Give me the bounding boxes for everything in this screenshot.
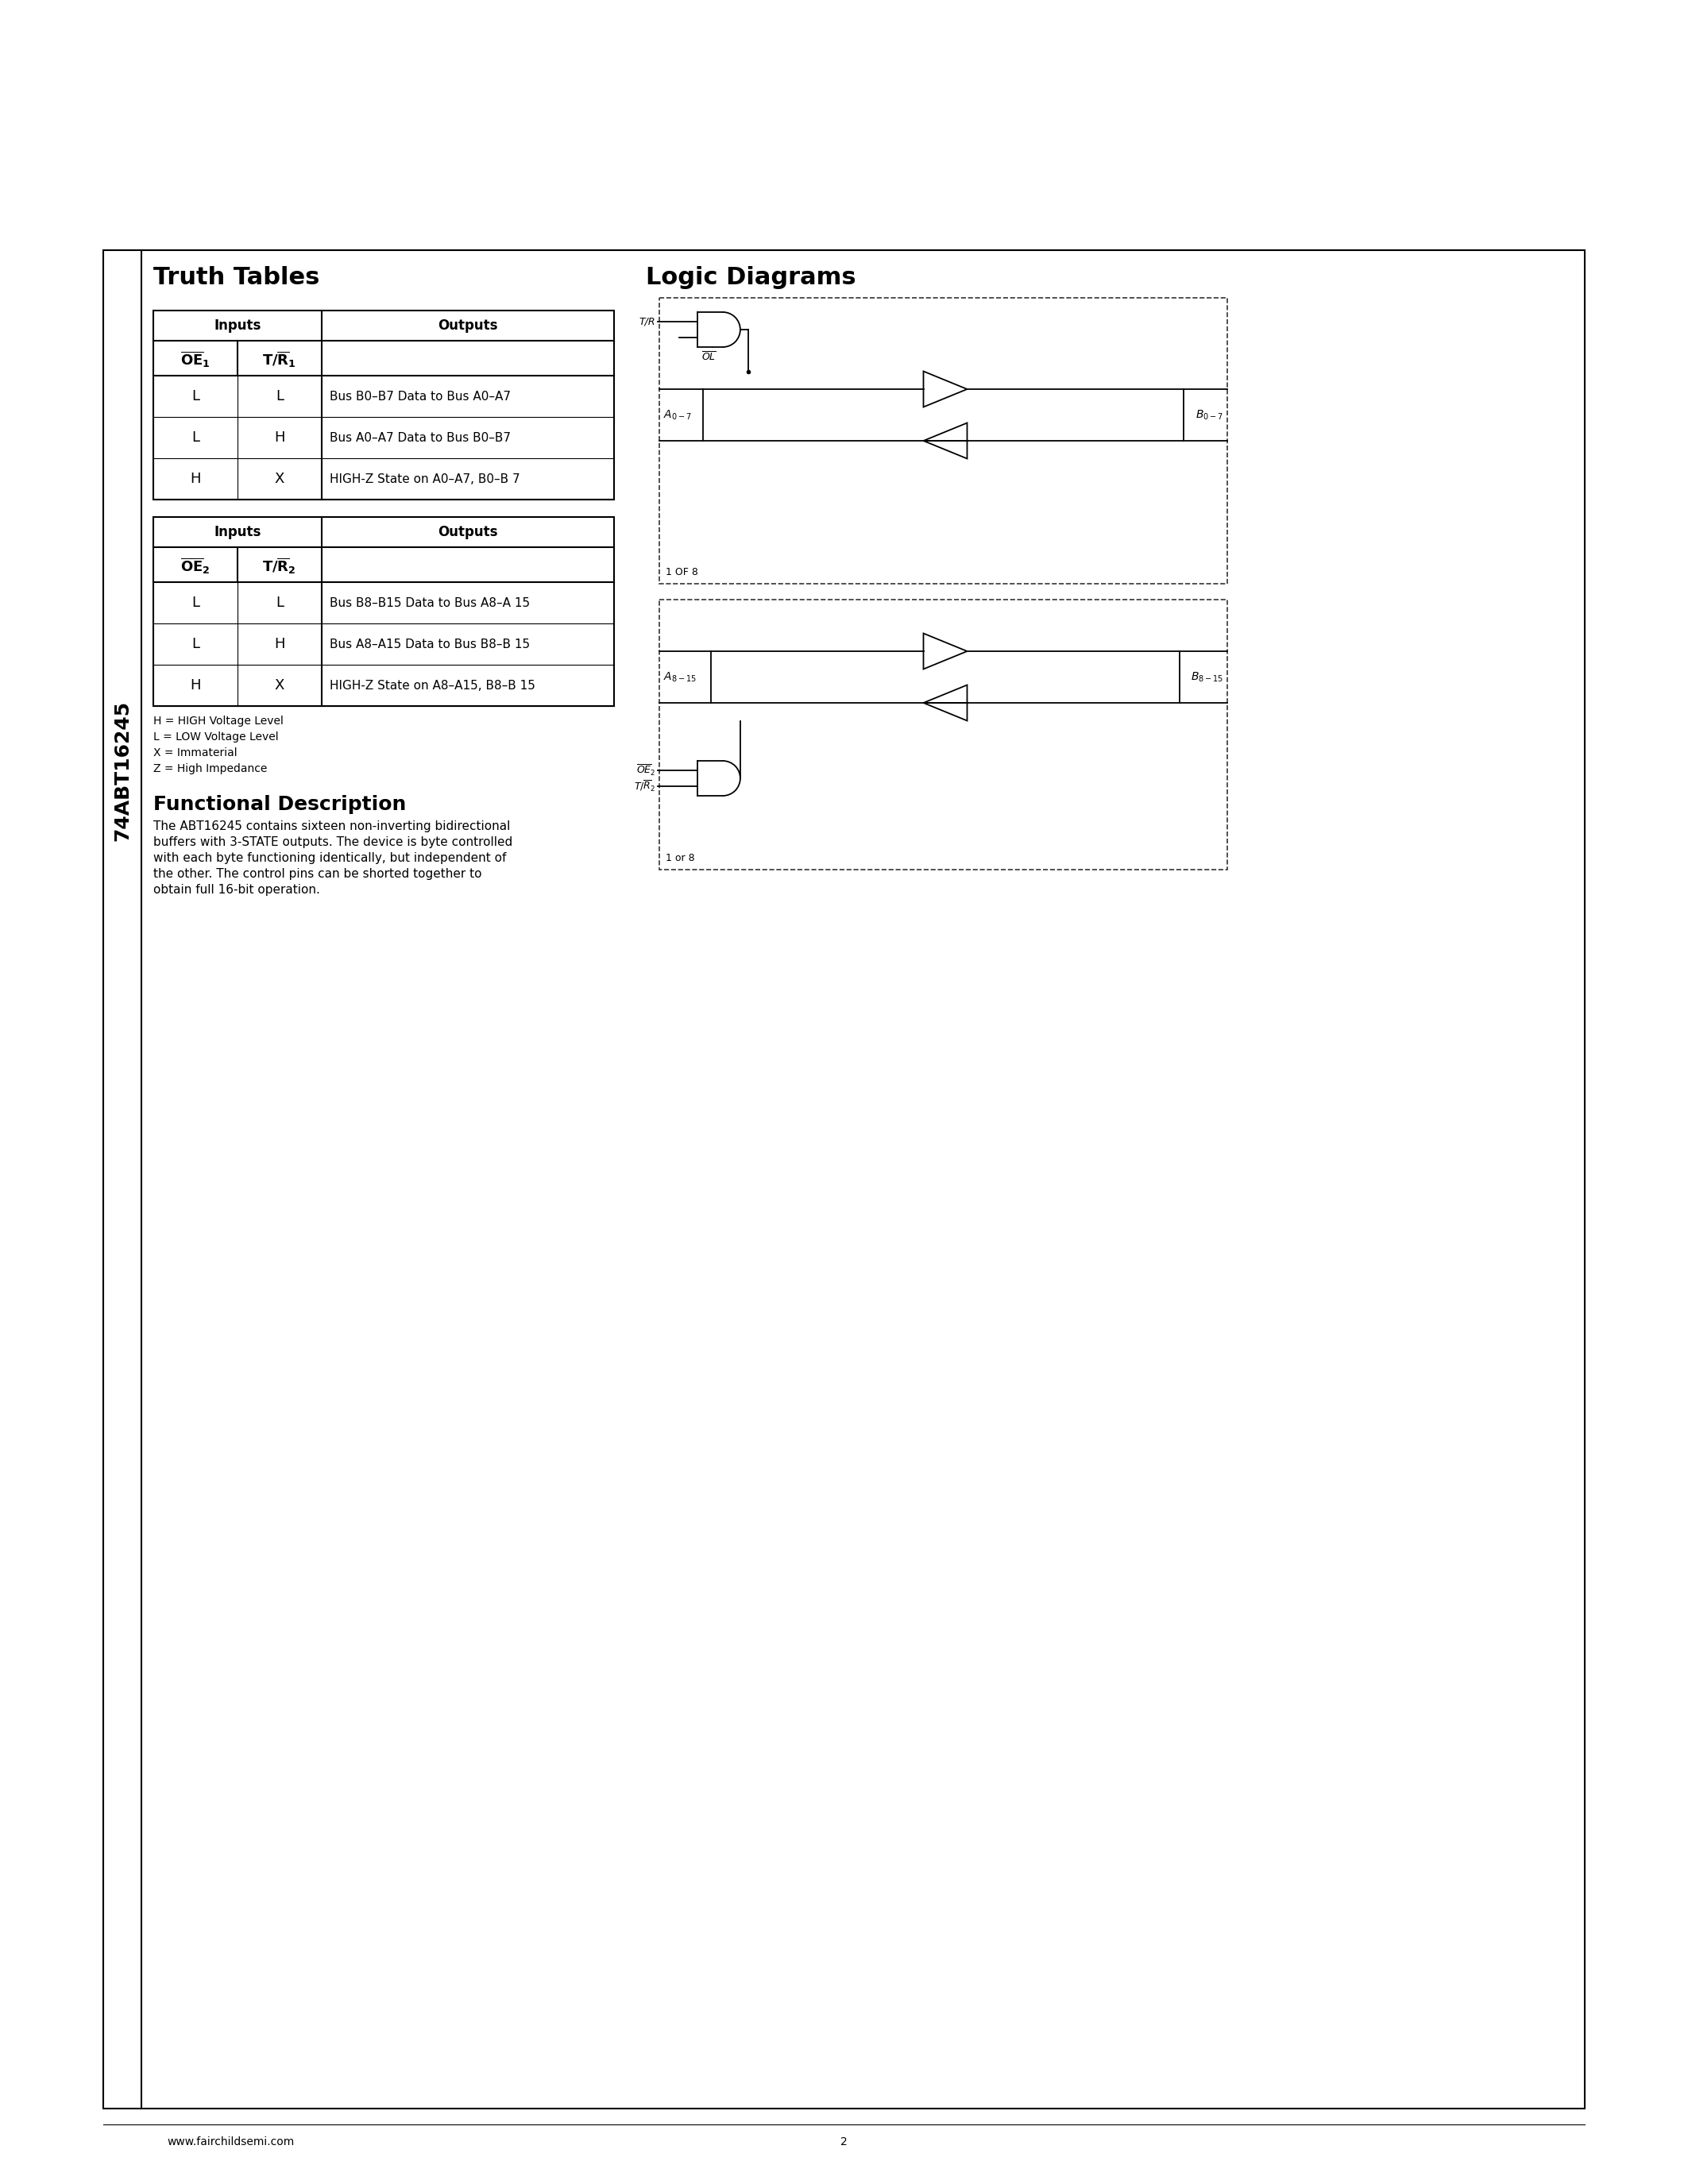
Bar bbox=[660, 601, 1227, 869]
Bar bbox=[154, 518, 614, 705]
Text: HIGH-Z State on A8–A15, B8–B 15: HIGH-Z State on A8–A15, B8–B 15 bbox=[329, 679, 535, 692]
Text: T/R: T/R bbox=[640, 317, 655, 328]
Bar bbox=[660, 297, 1227, 583]
Text: L: L bbox=[275, 596, 284, 609]
Text: 74ABT16245: 74ABT16245 bbox=[113, 701, 132, 841]
Text: L: L bbox=[275, 389, 284, 404]
Text: 1 OF 8: 1 OF 8 bbox=[665, 568, 699, 577]
Bar bbox=[154, 310, 614, 500]
Text: L = LOW Voltage Level: L = LOW Voltage Level bbox=[154, 732, 279, 743]
Text: 2: 2 bbox=[841, 2136, 847, 2147]
Text: Bus A8–A15 Data to Bus B8–B 15: Bus A8–A15 Data to Bus B8–B 15 bbox=[329, 638, 530, 651]
Text: Z = High Impedance: Z = High Impedance bbox=[154, 762, 267, 775]
Text: obtain full 16-bit operation.: obtain full 16-bit operation. bbox=[154, 885, 321, 895]
Text: Inputs: Inputs bbox=[214, 524, 262, 539]
Text: www.fairchildsemi.com: www.fairchildsemi.com bbox=[167, 2136, 294, 2147]
Text: $A_{0-7}$: $A_{0-7}$ bbox=[663, 408, 692, 422]
Text: H: H bbox=[273, 638, 285, 651]
Text: 1 or 8: 1 or 8 bbox=[665, 854, 695, 863]
Text: $\overline{\mathbf{OE}}_\mathbf{1}$: $\overline{\mathbf{OE}}_\mathbf{1}$ bbox=[181, 349, 211, 369]
Text: H: H bbox=[191, 472, 201, 487]
Text: the other. The control pins can be shorted together to: the other. The control pins can be short… bbox=[154, 867, 481, 880]
Text: X: X bbox=[275, 679, 284, 692]
Text: Functional Description: Functional Description bbox=[154, 795, 407, 815]
Text: $\mathbf{T/\overline{R}_2}$: $\mathbf{T/\overline{R}_2}$ bbox=[263, 557, 297, 577]
Text: Logic Diagrams: Logic Diagrams bbox=[647, 266, 856, 288]
Text: X = Immaterial: X = Immaterial bbox=[154, 747, 238, 758]
Text: Bus B0–B7 Data to Bus A0–A7: Bus B0–B7 Data to Bus A0–A7 bbox=[329, 391, 510, 402]
Text: L: L bbox=[191, 596, 199, 609]
Text: L: L bbox=[191, 638, 199, 651]
Text: $\mathbf{T/\overline{R}_1}$: $\mathbf{T/\overline{R}_1}$ bbox=[262, 349, 297, 369]
Bar bbox=[103, 251, 1585, 2108]
Text: Bus A0–A7 Data to Bus B0–B7: Bus A0–A7 Data to Bus B0–B7 bbox=[329, 432, 510, 443]
Text: H: H bbox=[191, 679, 201, 692]
Text: Truth Tables: Truth Tables bbox=[154, 266, 319, 288]
Text: $B_{8-15}$: $B_{8-15}$ bbox=[1190, 670, 1224, 684]
Text: Bus B8–B15 Data to Bus A8–A 15: Bus B8–B15 Data to Bus A8–A 15 bbox=[329, 596, 530, 609]
Text: H = HIGH Voltage Level: H = HIGH Voltage Level bbox=[154, 716, 284, 727]
Text: Outputs: Outputs bbox=[437, 319, 498, 332]
Text: $\overline{OL}$: $\overline{OL}$ bbox=[701, 352, 716, 363]
Text: HIGH-Z State on A0–A7, B0–B 7: HIGH-Z State on A0–A7, B0–B 7 bbox=[329, 474, 520, 485]
Text: L: L bbox=[191, 430, 199, 446]
Text: Outputs: Outputs bbox=[437, 524, 498, 539]
Text: $\overline{\mathbf{OE}}_\mathbf{2}$: $\overline{\mathbf{OE}}_\mathbf{2}$ bbox=[181, 557, 211, 577]
Text: buffers with 3-STATE outputs. The device is byte controlled: buffers with 3-STATE outputs. The device… bbox=[154, 836, 513, 847]
Text: L: L bbox=[191, 389, 199, 404]
Text: $T/\overline{R}_2$: $T/\overline{R}_2$ bbox=[633, 780, 655, 793]
Text: with each byte functioning identically, but independent of: with each byte functioning identically, … bbox=[154, 852, 506, 865]
Text: $B_{0-7}$: $B_{0-7}$ bbox=[1195, 408, 1224, 422]
Text: X: X bbox=[275, 472, 284, 487]
Text: $\overline{OE}_2$: $\overline{OE}_2$ bbox=[636, 764, 655, 778]
Text: The ABT16245 contains sixteen non-inverting bidirectional: The ABT16245 contains sixteen non-invert… bbox=[154, 821, 510, 832]
Text: H: H bbox=[273, 430, 285, 446]
Text: Inputs: Inputs bbox=[214, 319, 262, 332]
Text: $A_{8-15}$: $A_{8-15}$ bbox=[663, 670, 697, 684]
